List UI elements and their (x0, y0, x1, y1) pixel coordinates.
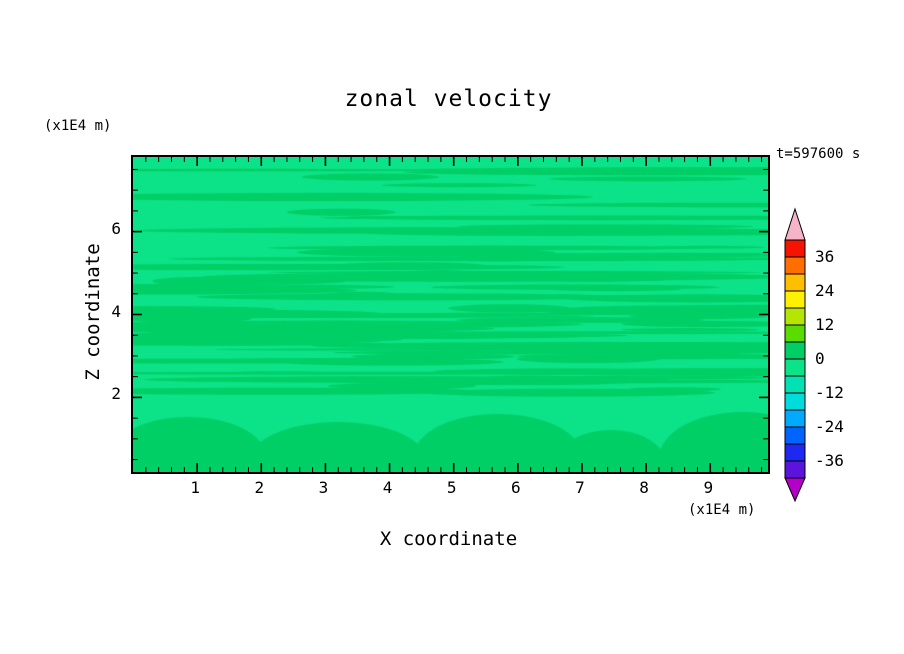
timestamp-label: t=597600 s (776, 146, 861, 162)
x-tick-label: 8 (639, 478, 649, 497)
colorbar-tick-label: 0 (815, 349, 825, 368)
colorbar-segment (784, 239, 806, 258)
x-tick-label: 4 (382, 478, 393, 497)
colorbar-segment (784, 324, 806, 343)
y-tick-label: 2 (111, 384, 121, 404)
colorbar-segment (784, 273, 806, 292)
colorbar-segment (784, 375, 806, 394)
y-tick-label: 4 (111, 301, 121, 321)
colorbar-tick-label: -24 (815, 417, 844, 436)
colorbar-segment (784, 409, 806, 428)
x-tick-label: 5 (446, 478, 457, 497)
contour-field (133, 157, 768, 472)
x-tick-label: 2 (254, 478, 265, 497)
colorbar-segment (784, 443, 806, 462)
colorbar-segment (784, 426, 806, 445)
x-axis-title: X coordinate (379, 528, 518, 550)
x-tick-label: 6 (511, 478, 521, 497)
axis-ticks-icon (133, 157, 768, 472)
colorbar-segment (784, 358, 806, 377)
x-tick-label: 7 (575, 478, 585, 497)
colorbar-segment (784, 460, 806, 479)
colorbar-tick-label: -12 (815, 383, 844, 402)
plot-title: zonal velocity (344, 86, 553, 112)
plot-area (131, 155, 770, 474)
colorbar-segment (784, 392, 806, 411)
y-axis-unit-label: (x1E4 m) (44, 118, 112, 134)
colorbar-tick-label: 36 (815, 247, 835, 266)
x-tick-label: 3 (318, 478, 329, 497)
colorbar-segment (784, 341, 806, 360)
colorbar-segment (784, 256, 806, 275)
colorbar-tick-label: -36 (815, 451, 844, 470)
x-axis-unit-label: (x1E4 m) (688, 502, 756, 518)
y-tick-label: 6 (111, 218, 121, 238)
colorbar-segment (784, 307, 806, 326)
x-tick-label: 1 (190, 478, 200, 497)
x-tick-label: 9 (703, 478, 714, 497)
colorbar-under-arrow (784, 477, 806, 503)
colorbar-tick-label: 12 (815, 315, 835, 334)
colorbar-tick-label: 24 (815, 281, 835, 300)
colorbar-over-arrow (784, 207, 806, 241)
colorbar (784, 207, 806, 503)
colorbar-segment (784, 290, 806, 309)
